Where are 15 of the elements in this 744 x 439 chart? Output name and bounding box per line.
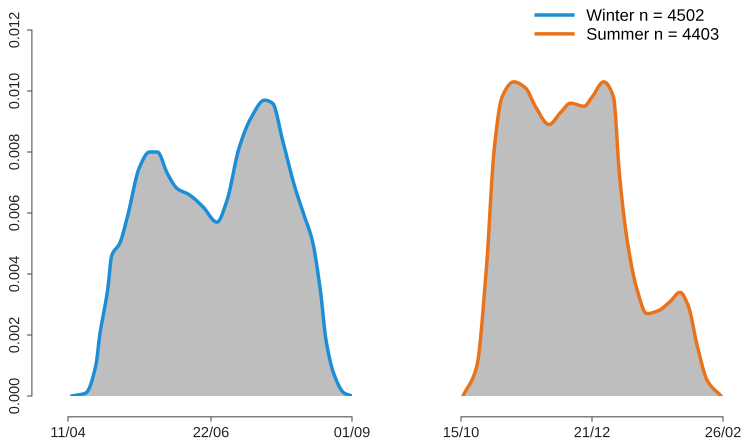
y-tick-label: 0.000 bbox=[8, 378, 20, 414]
x-tick-label: 21/12 bbox=[574, 426, 610, 438]
x-tick-label: 26/02 bbox=[705, 426, 741, 438]
x-tick-label: 01/09 bbox=[334, 426, 370, 438]
x-tick-label: 22/06 bbox=[193, 426, 229, 438]
x-tick-label: 11/04 bbox=[51, 426, 86, 438]
y-tick-label: 0.006 bbox=[8, 195, 20, 231]
legend-label: Summer n = 4403 bbox=[587, 28, 718, 40]
y-tick-label: 0.002 bbox=[8, 317, 20, 353]
y-tick-label: 0.010 bbox=[8, 73, 20, 109]
y-tick-label: 0.008 bbox=[8, 134, 20, 170]
x-tick-label: 15/10 bbox=[444, 426, 479, 438]
y-tick-label: 0.004 bbox=[8, 256, 20, 292]
y-tick-label: 0.012 bbox=[8, 12, 20, 48]
legend-label: Winter n = 4502 bbox=[586, 8, 704, 21]
